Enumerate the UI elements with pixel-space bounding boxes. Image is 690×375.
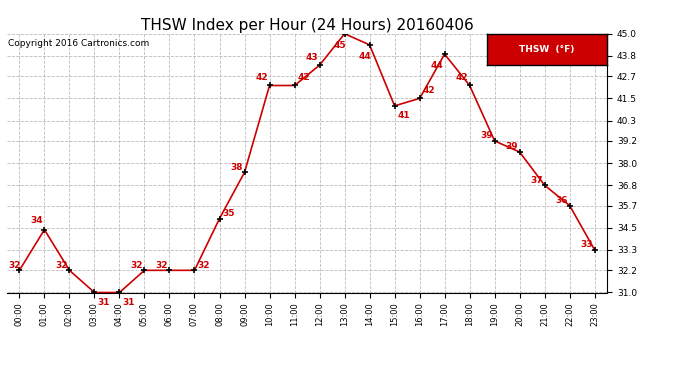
Text: 39: 39: [481, 131, 493, 140]
Text: 38: 38: [230, 163, 243, 172]
Text: 43: 43: [306, 53, 318, 62]
Title: THSW Index per Hour (24 Hours) 20160406: THSW Index per Hour (24 Hours) 20160406: [141, 18, 473, 33]
Text: Copyright 2016 Cartronics.com: Copyright 2016 Cartronics.com: [8, 39, 150, 48]
Text: 32: 32: [155, 261, 168, 270]
Text: 34: 34: [30, 216, 43, 225]
Text: 42: 42: [297, 73, 310, 82]
Text: 31: 31: [122, 298, 135, 307]
Text: 39: 39: [506, 142, 518, 151]
Text: 41: 41: [397, 111, 410, 120]
Text: 32: 32: [130, 261, 143, 270]
Text: 44: 44: [359, 52, 371, 61]
Text: 36: 36: [555, 196, 569, 205]
Text: 37: 37: [531, 176, 544, 184]
Text: 32: 32: [8, 261, 21, 270]
Text: 32: 32: [197, 261, 210, 270]
Text: 42: 42: [255, 73, 268, 82]
Text: 32: 32: [55, 261, 68, 270]
Text: 42: 42: [422, 86, 435, 95]
Text: 31: 31: [97, 298, 110, 307]
Text: 44: 44: [431, 61, 444, 70]
Text: 35: 35: [222, 209, 235, 218]
Text: 42: 42: [455, 73, 469, 82]
Text: 45: 45: [333, 40, 346, 50]
Text: 33: 33: [581, 240, 593, 249]
